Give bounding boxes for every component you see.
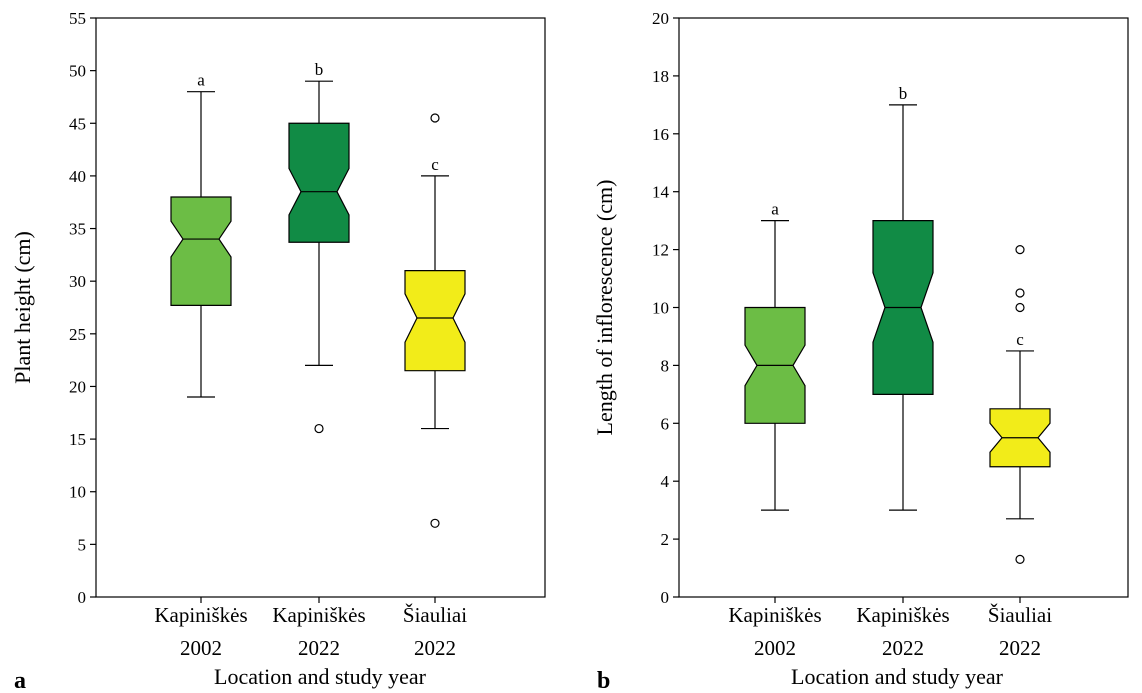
outlier-point bbox=[1015, 554, 1025, 564]
y-tick-label: 30 bbox=[69, 272, 86, 291]
y-tick-label: 10 bbox=[69, 483, 86, 502]
y-tick-label: 2 bbox=[661, 530, 670, 549]
x-axis-label: Location and study year bbox=[214, 664, 427, 689]
y-tick-label: 15 bbox=[69, 430, 86, 449]
y-tick-label: 4 bbox=[661, 472, 670, 491]
y-tick-label: 6 bbox=[661, 414, 670, 433]
outlier-point bbox=[314, 423, 324, 434]
significance-letter: c bbox=[1016, 330, 1024, 349]
x-category-year: 2002 bbox=[180, 636, 222, 660]
significance-letter: b bbox=[315, 60, 324, 79]
plot-frame bbox=[95, 17, 546, 598]
panel-a-plant-height: 0 5 10 15 20 25 30 35 40 45 50 55 Plant height (cm) K… bbox=[10, 9, 546, 693]
outlier-point bbox=[1015, 302, 1025, 313]
outlier-point bbox=[1015, 288, 1025, 298]
notched-box bbox=[404, 270, 466, 372]
y-tick-label: 0 bbox=[78, 588, 87, 607]
notched-box bbox=[288, 122, 350, 243]
x-category-label: Šiauliai bbox=[988, 603, 1052, 627]
box-2: c bbox=[989, 245, 1051, 564]
y-tick-label: 5 bbox=[78, 535, 87, 554]
x-category-year: 2022 bbox=[298, 636, 340, 660]
x-category-label: Kapiniškės bbox=[272, 603, 365, 627]
y-tick-label: 14 bbox=[652, 183, 670, 202]
y-axis-label: Plant height (cm) bbox=[10, 231, 35, 384]
x-axis-label: Location and study year bbox=[791, 664, 1004, 689]
y-tick-label: 40 bbox=[69, 167, 86, 186]
y-tick-label: 50 bbox=[69, 62, 86, 81]
y-tick-label: 35 bbox=[69, 220, 86, 239]
x-category-label: Šiauliai bbox=[403, 603, 467, 627]
y-tick-label: 25 bbox=[69, 325, 86, 344]
significance-letter: a bbox=[197, 71, 205, 90]
y-axis-label: Length of inflorescence (cm) bbox=[592, 180, 617, 436]
y-tick-label: 55 bbox=[69, 9, 86, 28]
x-category-year: 2022 bbox=[414, 636, 456, 660]
box-1: b bbox=[872, 84, 934, 511]
x-category-label: Kapiniškės bbox=[154, 603, 247, 627]
notched-box bbox=[170, 196, 232, 306]
y-tick-label: 45 bbox=[69, 114, 86, 133]
y-tick-label: 20 bbox=[69, 377, 86, 396]
y-tick-label: 0 bbox=[661, 588, 670, 607]
y-tick-label: 12 bbox=[652, 241, 669, 260]
box-2: c bbox=[404, 113, 466, 528]
outlier-point bbox=[430, 518, 440, 528]
y-tick-label: 18 bbox=[652, 67, 669, 86]
panel-label: b bbox=[597, 668, 610, 693]
y-tick-label: 8 bbox=[661, 356, 670, 375]
outlier-point bbox=[430, 113, 440, 123]
y-tick-label: 10 bbox=[652, 299, 669, 318]
x-category-year: 2022 bbox=[882, 636, 924, 660]
outlier-point bbox=[1015, 245, 1025, 255]
panel-label: a bbox=[14, 668, 26, 693]
significance-letter: b bbox=[899, 84, 908, 103]
significance-letter: a bbox=[771, 200, 779, 219]
x-category-label: Kapiniškės bbox=[856, 603, 949, 627]
significance-letter: c bbox=[431, 155, 439, 174]
y-tick-label: 20 bbox=[652, 9, 669, 28]
x-category-year: 2002 bbox=[754, 636, 796, 660]
box-0: a bbox=[170, 71, 232, 398]
panel-b-inflorescence-length: 0 2 4 6 8 10 12 14 16 18 20 Length of inflorescence… bbox=[592, 9, 1129, 693]
x-category-label: Kapiniškės bbox=[728, 603, 821, 627]
y-tick-label: 16 bbox=[652, 125, 669, 144]
box-0: a bbox=[744, 200, 806, 511]
x-category-year: 2022 bbox=[999, 636, 1041, 660]
box-1: b bbox=[288, 60, 350, 434]
